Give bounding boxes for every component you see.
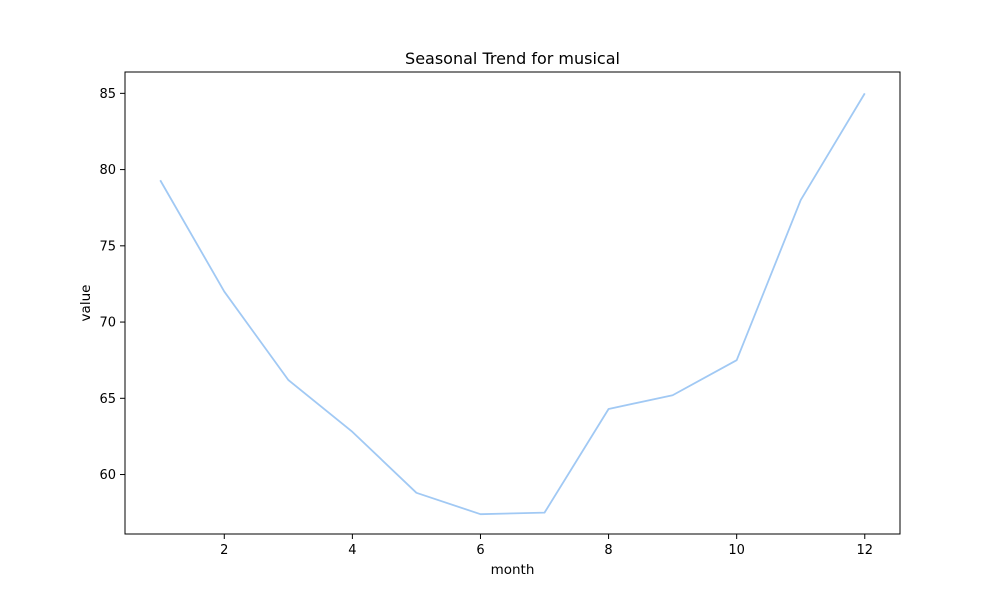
y-tick-label: 80 bbox=[99, 163, 116, 178]
x-axis: 2 4 6 8 10 12 bbox=[220, 534, 873, 558]
x-tick-label: 6 bbox=[476, 543, 484, 558]
x-axis-label: month bbox=[491, 562, 535, 578]
x-tick-label: 12 bbox=[856, 543, 873, 558]
y-axis-label: value bbox=[78, 285, 94, 322]
x-tick-label: 4 bbox=[348, 543, 356, 558]
x-tick-label: 8 bbox=[604, 543, 612, 558]
axes-frame bbox=[124, 71, 901, 535]
y-tick-label: 60 bbox=[99, 468, 116, 483]
plot-area bbox=[124, 71, 901, 535]
y-tick-label: 70 bbox=[99, 316, 116, 331]
x-tick-label: 2 bbox=[220, 543, 228, 558]
series-line bbox=[159, 92, 866, 516]
y-axis: 60 65 70 75 80 85 bbox=[99, 87, 125, 483]
y-tick-label: 65 bbox=[99, 392, 116, 407]
y-tick-label: 85 bbox=[99, 87, 116, 102]
chart-title: Seasonal Trend for musical bbox=[405, 49, 620, 68]
y-tick-label: 75 bbox=[99, 239, 116, 254]
x-tick-label: 10 bbox=[728, 543, 745, 558]
